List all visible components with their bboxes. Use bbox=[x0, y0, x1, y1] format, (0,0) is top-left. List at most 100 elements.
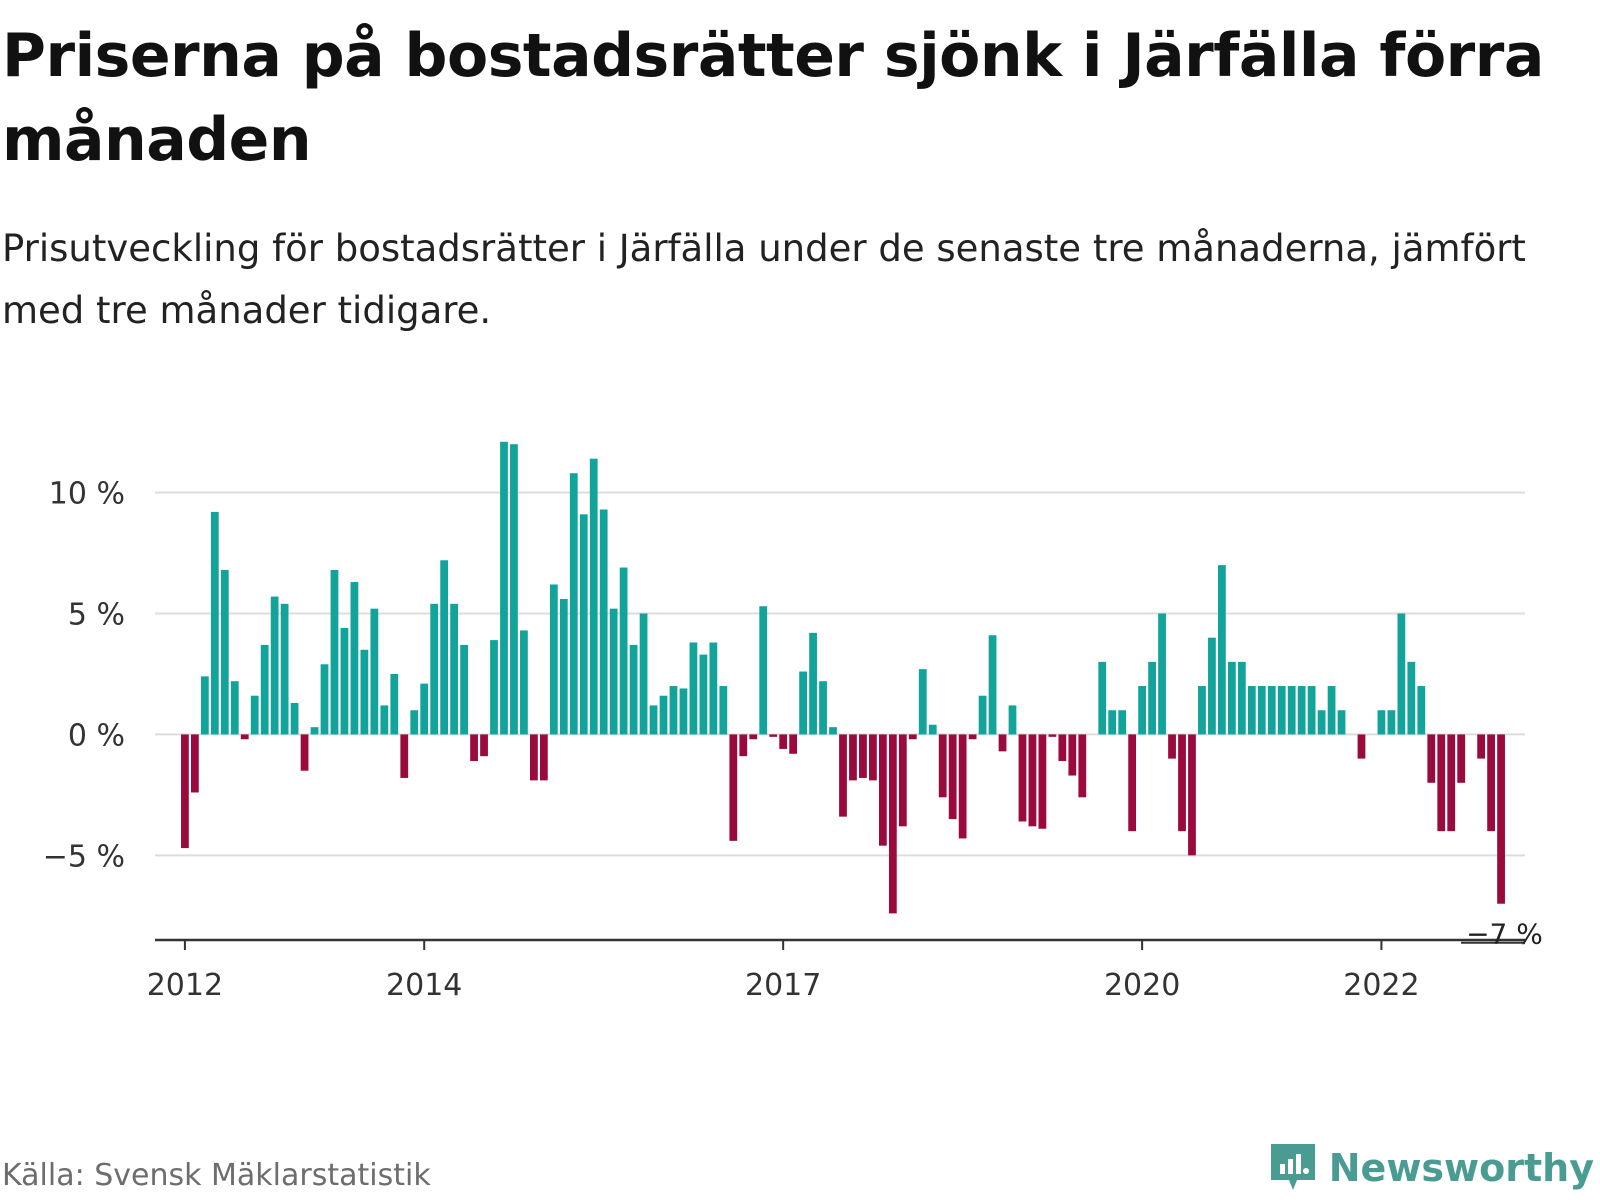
bar bbox=[241, 734, 249, 739]
bar bbox=[1178, 734, 1186, 831]
bar bbox=[281, 604, 289, 735]
bar bbox=[440, 560, 448, 734]
end-annotation: −7 % bbox=[1461, 918, 1543, 951]
bar bbox=[829, 727, 837, 734]
bar bbox=[1447, 734, 1455, 831]
bar bbox=[1358, 734, 1366, 758]
bar bbox=[191, 734, 199, 792]
bar bbox=[540, 734, 548, 780]
bar bbox=[301, 734, 309, 770]
bar bbox=[1318, 710, 1326, 734]
bar bbox=[1407, 662, 1415, 735]
bar bbox=[490, 640, 498, 734]
x-tick-label: 2012 bbox=[147, 968, 223, 1003]
bar bbox=[510, 444, 518, 734]
bar bbox=[600, 509, 608, 734]
bar bbox=[939, 734, 947, 797]
bar-chart: 10 % 5 % 0 % −5 % 2012 2014 2017 2020 2022 −7 % bbox=[0, 400, 1600, 1040]
bar bbox=[1158, 613, 1166, 734]
bar bbox=[999, 734, 1007, 751]
bar bbox=[181, 734, 189, 848]
bar bbox=[1009, 705, 1017, 734]
bar bbox=[879, 734, 887, 845]
bar bbox=[1378, 710, 1386, 734]
bar bbox=[1457, 734, 1465, 782]
bar bbox=[989, 635, 997, 734]
bar bbox=[610, 609, 618, 735]
bar bbox=[1487, 734, 1495, 831]
bar bbox=[460, 645, 468, 734]
bar bbox=[759, 606, 767, 734]
bar bbox=[1188, 734, 1196, 855]
chart-title: Priserna på bostadsrätter sjönk i Järfäl… bbox=[2, 14, 1592, 182]
bar bbox=[500, 442, 508, 735]
bar bbox=[1328, 686, 1336, 734]
x-axis-labels: 2012 2014 2017 2020 2022 bbox=[147, 968, 1420, 1003]
bar bbox=[430, 604, 438, 735]
bar bbox=[400, 734, 408, 778]
bar bbox=[1048, 734, 1056, 736]
bar bbox=[729, 734, 737, 840]
bar bbox=[1228, 662, 1236, 735]
bar bbox=[1427, 734, 1435, 782]
bar bbox=[560, 599, 568, 734]
end-value-label: −7 % bbox=[1466, 918, 1543, 951]
bar bbox=[291, 703, 299, 734]
bar bbox=[819, 681, 827, 734]
bar bbox=[1128, 734, 1136, 831]
bar bbox=[1058, 734, 1066, 761]
bar bbox=[370, 609, 378, 735]
bar bbox=[1308, 686, 1316, 734]
bar bbox=[331, 570, 339, 734]
bar bbox=[1477, 734, 1485, 758]
bar bbox=[799, 672, 807, 735]
bar bbox=[231, 681, 239, 734]
bar bbox=[1288, 686, 1296, 734]
bar bbox=[1029, 734, 1037, 826]
bar bbox=[450, 604, 458, 735]
bar bbox=[520, 630, 528, 734]
bar bbox=[1138, 686, 1146, 734]
bar bbox=[680, 688, 688, 734]
bar bbox=[550, 584, 558, 734]
bar bbox=[859, 734, 867, 778]
bar bbox=[1068, 734, 1076, 775]
bar bbox=[1338, 710, 1346, 734]
bar bbox=[1397, 613, 1405, 734]
bar bbox=[700, 655, 708, 735]
bar bbox=[351, 582, 359, 734]
bar bbox=[321, 664, 329, 734]
x-tick-label: 2022 bbox=[1343, 968, 1419, 1003]
bar bbox=[650, 705, 658, 734]
bar bbox=[1238, 662, 1246, 735]
y-axis-labels: 10 % 5 % 0 % −5 % bbox=[43, 477, 125, 875]
bar bbox=[1417, 686, 1425, 734]
bar bbox=[580, 514, 588, 734]
bar bbox=[909, 734, 917, 739]
bar bbox=[959, 734, 967, 838]
bar bbox=[749, 734, 757, 739]
y-tick-label: −5 % bbox=[43, 839, 125, 874]
bar bbox=[341, 628, 349, 734]
bar bbox=[590, 459, 598, 735]
y-tick-label: 5 % bbox=[68, 597, 125, 632]
bar bbox=[1198, 686, 1206, 734]
bar bbox=[719, 686, 727, 734]
bar bbox=[1388, 710, 1396, 734]
bar bbox=[1039, 734, 1047, 828]
brand-name: Newsworthy bbox=[1329, 1146, 1594, 1190]
bar bbox=[570, 473, 578, 734]
bar bbox=[271, 597, 279, 735]
bar bbox=[1258, 686, 1266, 734]
bar bbox=[899, 734, 907, 826]
bar bbox=[839, 734, 847, 816]
bar bbox=[779, 734, 787, 749]
bar bbox=[201, 676, 209, 734]
bar bbox=[849, 734, 857, 780]
bar bbox=[869, 734, 877, 780]
bar bbox=[261, 645, 269, 734]
chart-subtitle: Prisutveckling för bostadsrätter i Järfä… bbox=[2, 218, 1592, 342]
bar bbox=[789, 734, 797, 753]
x-tick-label: 2017 bbox=[745, 968, 821, 1003]
bar bbox=[1168, 734, 1176, 758]
